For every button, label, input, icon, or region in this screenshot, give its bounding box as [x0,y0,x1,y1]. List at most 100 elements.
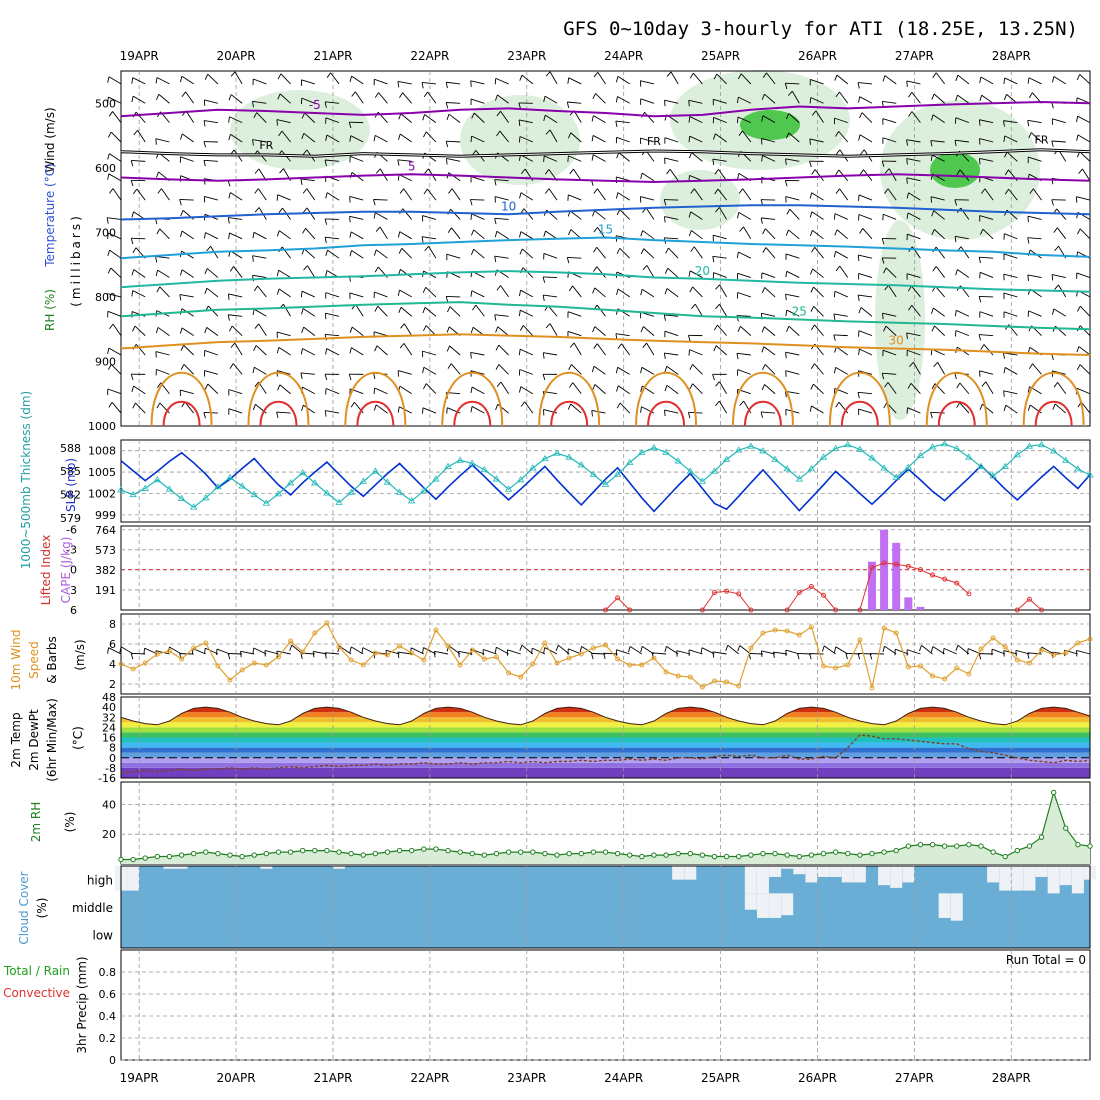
wind-barb-flag [300,178,303,185]
wind-barb-flag [688,136,691,143]
wind-barb-flag [470,213,472,220]
wind-barb [233,266,243,278]
date-label: 20APR [217,1071,256,1085]
cape-bar [892,542,901,610]
date-label: 28APR [992,1071,1031,1085]
wind-barb [719,284,728,298]
wind-barb [254,308,267,317]
wind-barb [737,272,751,278]
wind-barb-flag [835,401,840,408]
wind-barb [712,158,727,162]
wind-barb [279,93,291,104]
wind-barb-flag [253,345,257,352]
cloud-clear [1071,866,1084,894]
temp-line [120,706,1091,726]
wind-barb-flag [494,179,497,186]
tick-label: 8 [109,618,116,631]
wind-barb [959,402,970,414]
wind-barb-flag [470,352,472,359]
wind-barb-flag [203,160,206,167]
wind-barb [764,93,776,104]
wind-barb-flag [348,122,352,129]
wind-barb [911,285,921,298]
wind-barb-flag [458,651,460,658]
li-tick: -6 [66,523,77,536]
wind-barb [545,230,558,240]
wind-barb [836,74,849,85]
wind-barb-flag [254,168,260,174]
wind-barb [350,646,364,655]
wind-barb [692,364,703,375]
wind-barb-flag [276,651,278,658]
wind-barb-flag [324,374,328,381]
wind-barb-flag [301,404,304,411]
wind-barb [615,333,630,337]
wind-barb-flag [1003,367,1006,374]
wind-barb [325,117,340,124]
wind-barb-flag [446,158,448,165]
li-tick: 3 [70,584,77,597]
wind-barb-flag [1028,92,1033,99]
wind-barb [283,303,291,317]
wind-barb-flag [930,114,934,121]
date-label: 25APR [701,1071,740,1085]
wind-barb-flag [109,323,114,330]
wind-barb-flag [569,168,574,175]
wind-barb-flag [1051,354,1054,361]
wind-barb [811,211,824,220]
wind-barb-flag [119,646,122,653]
pressure-tick: 500 [95,97,116,110]
wind-barb-flag [254,381,259,388]
wind-barb [280,73,291,85]
wind-barb-flag [858,134,861,141]
wind10-label2: Speed [27,641,41,679]
rh-marker [784,852,790,858]
wind-barb [979,334,994,337]
wind-barb-flag [1051,140,1054,147]
rh-marker [760,850,766,857]
wind-barb [544,114,558,124]
wind-barb-flag [712,374,715,381]
wind-barb [306,188,316,201]
wind-barb [1076,650,1091,655]
wind-barb [500,110,509,123]
wind-barb-flag [784,83,788,90]
wind-barb [253,231,267,240]
rh-marker [736,853,742,860]
wind-barb-flag [785,391,787,398]
wind-barb-flag [422,114,425,121]
wind-barb [558,644,570,655]
cape-bar [916,606,925,610]
wind-barb-flag [229,266,234,272]
wind-barb [762,115,776,124]
wind-barb-flag [760,411,763,418]
wind-barb-flag [640,646,643,653]
wind-barb [253,78,267,85]
slp-thick-label: 1000~500mb Thickness (dm) [19,391,33,569]
wind-barb [943,647,957,655]
wind-barb [644,111,655,123]
wind-barb-flag [324,652,327,659]
wind-barb [594,326,606,336]
thickness-marker [298,469,307,476]
rh-marker [190,850,197,857]
wind-speed-marker [275,654,281,660]
upper-temp-label: Temperature (°C) [43,163,57,268]
wind-barb-flag [1076,116,1079,123]
wind-barb [373,199,388,201]
wind-barb [543,276,558,278]
cloud-frame [120,865,1091,949]
wind-barb [351,326,364,336]
wind-barb [1030,132,1042,143]
wind-barb-flag [107,347,110,354]
wind-barb [785,82,800,85]
wind-barb [911,111,921,123]
wind-barb-flag [228,94,232,101]
wind-barb [839,265,849,278]
wind-speed-marker [905,664,911,670]
wind-barb-flag [881,373,885,380]
cloud-clear [756,893,769,918]
wind-barb-flag [400,323,405,329]
wind-barb [617,76,630,85]
